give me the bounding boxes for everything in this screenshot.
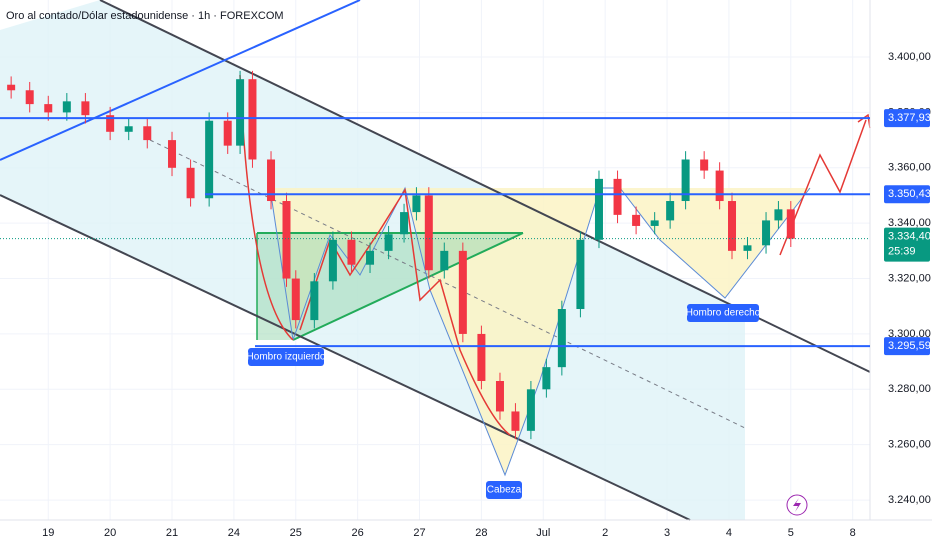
candle-body xyxy=(774,209,783,221)
candle-body xyxy=(347,239,356,265)
candle-body xyxy=(632,214,641,226)
candle-body xyxy=(576,239,585,310)
channel-mid xyxy=(149,139,746,429)
price-tag-label: 3.295,59 xyxy=(888,340,931,352)
candle-body xyxy=(542,367,551,390)
annotation: Hombro izquierdo xyxy=(247,352,326,363)
candle-body xyxy=(762,220,771,246)
candle-body xyxy=(62,101,71,113)
countdown: 25:39 xyxy=(888,246,916,258)
candle-body xyxy=(328,239,337,282)
price-tag-label: 3.350,43 xyxy=(888,188,931,200)
candle-body xyxy=(236,79,245,146)
candle-body xyxy=(526,389,535,431)
y-tick-label: 3.260,00 xyxy=(888,439,931,451)
candle-body xyxy=(282,201,291,279)
candle-body xyxy=(700,159,709,171)
annotation-box xyxy=(486,481,522,499)
candle-body xyxy=(248,79,257,160)
x-tick-label: 25 xyxy=(290,527,302,539)
candle-body xyxy=(291,278,300,321)
candle-body xyxy=(223,120,232,146)
candle-body xyxy=(594,178,603,240)
x-tick-label: 27 xyxy=(413,527,425,539)
candle-body xyxy=(384,234,393,251)
channel-lower xyxy=(0,194,691,521)
price-tag xyxy=(884,337,930,356)
price-tag xyxy=(884,227,930,262)
candle-body xyxy=(613,178,622,215)
y-tick-label: 3.280,00 xyxy=(888,383,931,395)
x-tick-label: 21 xyxy=(166,527,178,539)
candle-body xyxy=(728,201,737,251)
candle-body xyxy=(7,84,16,91)
candle-body xyxy=(310,281,319,321)
triangle-side xyxy=(292,232,524,341)
annotation-box xyxy=(687,304,759,322)
y-tick-label: 3.320,00 xyxy=(888,272,931,284)
candle-body xyxy=(366,250,375,265)
projection xyxy=(779,119,867,256)
candle-body xyxy=(458,250,467,334)
candle-body xyxy=(681,159,690,202)
projection-head xyxy=(857,113,871,129)
candle-body xyxy=(495,381,504,412)
annotation: Cabeza xyxy=(487,485,522,496)
price-tag xyxy=(884,109,930,128)
annotation: Hombro derecho xyxy=(686,308,761,319)
candle-body xyxy=(143,126,152,141)
candle-body xyxy=(106,115,115,132)
x-tick-label: 4 xyxy=(726,527,732,539)
pattern-fill xyxy=(270,188,810,475)
x-tick-label: 26 xyxy=(352,527,364,539)
pattern-line xyxy=(269,186,811,477)
price-tag xyxy=(884,185,930,204)
x-tick-label: 5 xyxy=(788,527,794,539)
x-tick-label: Jul xyxy=(536,527,550,539)
x-tick-label: 2 xyxy=(602,527,608,539)
candle-body xyxy=(743,245,752,251)
chart-title: Oro al contado/Dólar estadounidense · 1h… xyxy=(6,10,284,22)
y-tick-label: 3.300,00 xyxy=(888,328,931,340)
x-tick-label: 3 xyxy=(664,527,670,539)
candle-body xyxy=(44,104,53,113)
candle-body xyxy=(25,90,34,105)
drawings xyxy=(0,0,871,521)
candle-body xyxy=(715,170,724,202)
candle-body xyxy=(81,101,90,116)
x-tick-label: 20 xyxy=(104,527,116,539)
candle-body xyxy=(786,209,795,239)
candle-body xyxy=(412,195,421,213)
candle-body xyxy=(477,333,486,382)
candle-body xyxy=(124,126,133,132)
y-tick-label: 3.240,00 xyxy=(888,494,931,506)
candle-body xyxy=(424,195,433,271)
x-tick-label: 8 xyxy=(850,527,856,539)
x-tick-label: 28 xyxy=(475,527,487,539)
x-tick-label: 19 xyxy=(42,527,54,539)
candle-body xyxy=(186,167,195,199)
x-tick-label: 24 xyxy=(228,527,240,539)
trend-line xyxy=(0,0,361,161)
y-tick-label: 3.400,00 xyxy=(888,51,931,63)
candle-body xyxy=(400,212,409,235)
alert-bolt xyxy=(793,498,801,512)
candle-body xyxy=(205,120,214,199)
y-tick-label: 3.340,00 xyxy=(888,217,931,229)
candle-body xyxy=(440,250,449,271)
candle-body xyxy=(557,309,566,368)
candle-body xyxy=(511,411,520,431)
price-tag-label: 3.334,40 xyxy=(888,231,931,243)
candle-body xyxy=(267,159,276,202)
candle-body xyxy=(650,220,659,226)
candle-body xyxy=(168,140,177,168)
candle-body xyxy=(666,201,675,221)
y-tick-label: 3.360,00 xyxy=(888,162,931,174)
price-tag-label: 3.377,93 xyxy=(888,112,931,124)
annotation-box xyxy=(248,348,324,366)
